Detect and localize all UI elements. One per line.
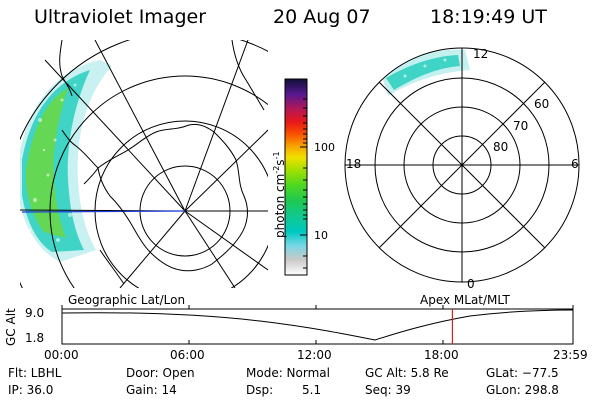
colorbar-tick-10: 10 [314,229,328,242]
local-meridian-line [21,210,186,213]
observation-date: 20 Aug 07 [273,6,371,28]
colorbar [284,78,308,276]
door-status: Door: Open [126,366,195,380]
timeline-tick-1200: 12:00 [297,348,332,362]
timeline-tick-2359: 23:59 [553,348,588,362]
polar-plot [344,47,580,283]
colorbar-tick-100: 100 [314,141,335,154]
timeline-tick-0000: 00:00 [44,348,79,362]
geographic-caption: Geographic Lat/Lon [68,293,186,307]
gc-alt-status: GC Alt: 5.8 Re [365,366,449,380]
mlt-label-12: 12 [473,47,489,61]
filter-status: Flt: LBHL [8,366,62,380]
gain-status: Gain: 14 [126,383,177,397]
mlat-label-70: 70 [513,119,529,133]
altitude-curve [61,309,574,341]
emission-speckle [28,83,92,242]
south-america-tip [59,40,73,97]
altitude-timeline [61,305,574,345]
glat-status: GLat: −77.5 [486,366,559,380]
timeline-ymax: 9.0 [25,306,45,320]
coastline-east [231,40,265,111]
polar-aurora [386,55,460,90]
colorbar-ticks [300,98,307,269]
coastline [97,123,248,272]
timeline-tick-0600: 06:00 [170,348,205,362]
geographic-map [20,40,268,288]
timeline-ticks [61,305,574,344]
instrument-title: Ultraviolet Imager [34,6,207,28]
mlt-label-0: 0 [467,277,475,291]
mode-status: Mode: Normal [246,366,330,380]
mlat-label-80: 80 [493,140,509,154]
observation-time: 18:19:49 UT [430,6,547,28]
colorbar-unit-label: photon cm-2s-1 [272,151,287,238]
timeline-ymin: 1.8 [25,331,45,345]
mlt-label-18: 18 [346,157,362,171]
mlat-label-60: 60 [534,97,550,111]
dsp-value: 5.1 [302,383,322,397]
coastline-south [99,249,125,285]
ip-status: IP: 36.0 [8,383,54,397]
timeline-tick-1800: 18:00 [424,348,459,362]
mlt-label-6: 6 [571,157,579,171]
seq-status: Seq: 39 [365,383,411,397]
timeline-axis-label: GC Alt [4,308,18,346]
meridians [20,40,268,288]
glon-status: GLon: 298.8 [486,383,559,397]
apex-caption: Apex MLat/MLT [420,293,510,307]
peninsula [61,129,99,185]
dsp-status: Dsp: [246,383,274,397]
